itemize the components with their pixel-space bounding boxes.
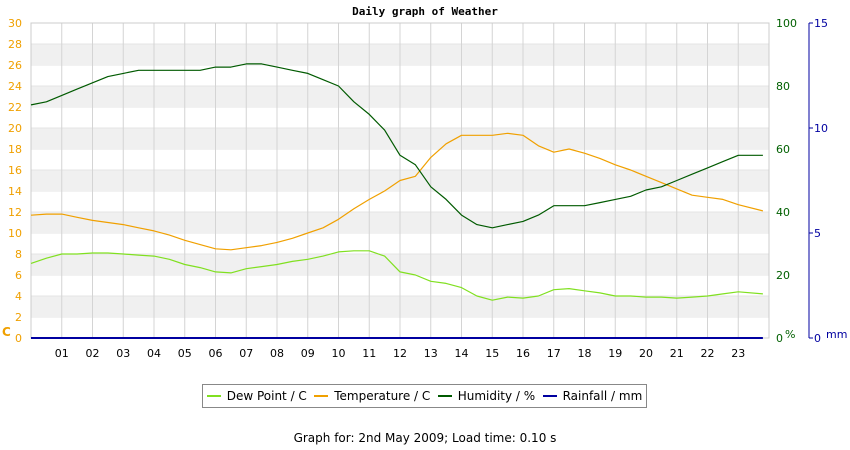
series-line-temperature (30, 132, 764, 251)
y-tick-label-temperature: 16 (8, 164, 22, 177)
y-tick-label-rainfall: 15 (814, 17, 828, 30)
x-tick-label: 20 (639, 347, 653, 360)
x-tick-label: 22 (701, 347, 715, 360)
legend-label-dew-point: Dew Point / C (226, 389, 307, 403)
x-tick-label: 13 (424, 347, 438, 360)
x-tick-label: 19 (608, 347, 622, 360)
y-axis-unit-humidity: % (785, 328, 795, 341)
y-tick-label-temperature: 18 (8, 143, 22, 156)
y-tick-label-temperature: 30 (8, 17, 22, 30)
y-tick-label-humidity: 60 (776, 143, 790, 156)
x-tick-label: 08 (270, 347, 284, 360)
legend-swatch-humidity (437, 395, 452, 397)
y-tick-label-rainfall: 5 (814, 227, 821, 240)
y-tick-label-humidity: 40 (776, 206, 790, 219)
y-tick-label-temperature: 28 (8, 38, 22, 51)
legend-item-dew-point: Dew Point / C (206, 389, 307, 403)
legend-item-temperature: Temperature / C (314, 389, 430, 403)
y-tick-label-temperature: 22 (8, 101, 22, 114)
x-tick-label: 15 (485, 347, 499, 360)
legend-swatch-dew-point (206, 395, 221, 397)
y-tick-label-rainfall: 0 (814, 332, 821, 345)
x-tick-label: 09 (301, 347, 315, 360)
legend-label-rainfall: Rainfall / mm (562, 389, 643, 403)
y-tick-label-temperature: 2 (15, 311, 22, 324)
y-tick-label-temperature: 10 (8, 227, 22, 240)
legend-swatch-rainfall (542, 395, 557, 397)
y-tick-label-humidity: 80 (776, 80, 790, 93)
y-tick-label-rainfall: 10 (814, 122, 828, 135)
y-tick-label-temperature: 24 (8, 80, 22, 93)
y-axis-unit-left: C (2, 325, 11, 339)
x-tick-label: 16 (516, 347, 530, 360)
x-tick-label: 04 (147, 347, 161, 360)
legend-item-rainfall: Rainfall / mm (542, 389, 643, 403)
y-tick-label-temperature: 26 (8, 59, 22, 72)
x-tick-label: 10 (332, 347, 346, 360)
x-tick-label: 07 (239, 347, 253, 360)
y-tick-label-temperature: 4 (15, 290, 22, 303)
x-tick-label: 02 (86, 347, 100, 360)
y-tick-label-humidity: 0 (776, 332, 783, 345)
footer-info: Graph for: 2nd May 2009; Load time: 0.10… (293, 431, 557, 445)
x-tick-label: 01 (55, 347, 69, 360)
y-tick-label-temperature: 8 (15, 248, 22, 261)
x-tick-label: 06 (209, 347, 223, 360)
chart-legend: Dew Point / C Temperature / C Humidity /… (202, 384, 647, 408)
y-tick-label-temperature: 0 (15, 332, 22, 345)
x-tick-label: 03 (116, 347, 130, 360)
x-tick-label: 11 (362, 347, 376, 360)
y-tick-label-humidity: 20 (776, 269, 790, 282)
legend-label-humidity: Humidity / % (457, 389, 536, 403)
x-tick-label: 12 (393, 347, 407, 360)
x-tick-label: 17 (547, 347, 561, 360)
chart-title: Daily graph of Weather (352, 5, 498, 18)
x-tick-label: 05 (178, 347, 192, 360)
y-tick-label-temperature: 12 (8, 206, 22, 219)
x-tick-label: 21 (670, 347, 684, 360)
y-axis-unit-rainfall: mm (826, 328, 847, 341)
legend-swatch-temperature (314, 395, 329, 397)
x-tick-label: 14 (455, 347, 469, 360)
series-line-humidity (30, 63, 763, 229)
y-tick-label-humidity: 100 (776, 17, 797, 30)
legend-item-humidity: Humidity / % (437, 389, 536, 403)
series-line-dew-point (30, 250, 763, 301)
x-tick-label: 23 (731, 347, 745, 360)
y-tick-label-temperature: 20 (8, 122, 22, 135)
x-tick-label: 18 (578, 347, 592, 360)
legend-label-temperature: Temperature / C (334, 389, 431, 403)
y-tick-label-temperature: 14 (8, 185, 22, 198)
y-tick-label-temperature: 6 (15, 269, 22, 282)
